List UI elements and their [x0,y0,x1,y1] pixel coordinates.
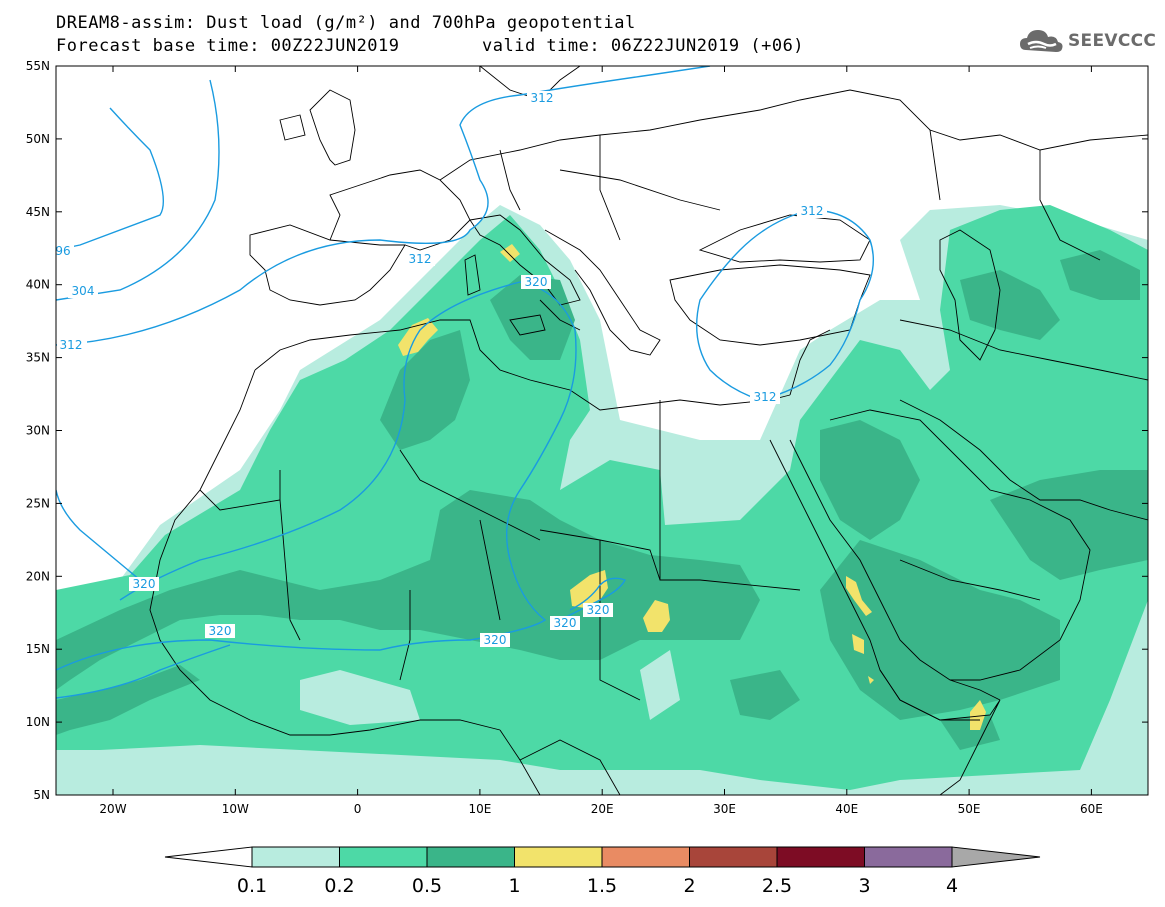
lat-tick-label: 20N [26,569,50,583]
colorbar-segment [864,846,953,868]
forecast-base-time: Forecast base time: 00Z22JUN2019 [56,36,400,56]
colorbar-max-arrow [951,846,1041,868]
colorbar-label: 2.5 [762,875,792,897]
contour-label: 312 [57,338,87,352]
dust-field [56,205,1148,795]
contour-labels: 312 312 312 312 304 96 312 320 320 320 3… [0,0,827,647]
colorbar-segment [251,846,340,868]
cloud-icon [1020,30,1063,52]
lon-tick-label: 0 [354,802,362,816]
lat-tick-label: 40N [26,278,50,292]
svg-text:320: 320 [133,577,156,591]
contour-label: 312 [405,252,435,266]
contour-label: 312 [527,91,557,105]
map-title: DREAM8-assim: Dust load (g/m²) and 700hP… [56,13,636,33]
colorbar-segment [776,846,865,868]
colorbar-segment [426,846,515,868]
contour-label: 320 [550,616,580,630]
colorbar-segment [689,846,778,868]
seevccc-logo: SEEVCCC [1018,26,1156,56]
lon-tick-label: 30E [713,802,736,816]
svg-text:312: 312 [60,338,83,352]
svg-text:96: 96 [55,244,70,258]
lon-tick-label: 10W [222,802,249,816]
lat-tick-label: 30N [26,424,50,438]
svg-text:312: 312 [409,252,432,266]
svg-text:320: 320 [209,624,232,638]
lon-tick-label: 20E [591,802,614,816]
colorbar-label: 2 [683,875,695,897]
contour-label: 320 [205,624,235,638]
lon-tick-label: 20W [99,802,126,816]
lon-tick-label: 60E [1080,802,1103,816]
colorbar-segment [339,846,428,868]
lon-tick-label: 10E [468,802,491,816]
lon-tick-label: 50E [958,802,981,816]
lat-tick-label: 45N [26,205,50,219]
contour-label: 320 [129,577,159,591]
lat-tick-label: 55N [26,59,50,73]
colorbar-segment [601,846,690,868]
lat-tick-label: 10N [26,715,50,729]
lat-tick-label: 35N [26,351,50,365]
svg-text:320: 320 [484,633,507,647]
valid-time: valid time: 06Z22JUN2019 (+06) [482,36,805,56]
lat-tick-label: 25N [26,496,50,510]
svg-text:320: 320 [587,603,610,617]
colorbar-label: 4 [946,875,958,897]
dust-level-1 [398,244,986,730]
colorbar-label: 0.5 [412,875,442,897]
contour-label: 320 [583,603,613,617]
svg-text:304: 304 [72,284,95,298]
lat-tick-label: 50N [26,132,50,146]
colorbar-segment [514,846,603,868]
logo-text: SEEVCCC [1068,31,1157,51]
colorbar-label: 0.1 [237,875,267,897]
lat-tick-label: 15N [26,642,50,656]
svg-text:312: 312 [531,91,554,105]
contour-label: 320 [0,0,11,3]
svg-text:320: 320 [554,616,577,630]
geopotential-contours [56,66,875,699]
contour-label: 312 [750,390,780,404]
contour-label: 320 [521,275,551,289]
lon-tick-label: 40E [835,802,858,816]
svg-text:312: 312 [801,204,824,218]
latitude-axis: 55N 50N 45N 40N 35N 30N 25N 20N 15N 10N 5N [26,59,1148,802]
colorbar-label: 3 [858,875,870,897]
colorbar: 0.1 0.2 0.5 1 1.5 2 2.5 3 4 [164,846,1041,897]
svg-text:320: 320 [525,275,548,289]
svg-text:312: 312 [754,390,777,404]
colorbar-min-arrow [164,846,253,868]
lat-tick-label: 5N [33,788,50,802]
colorbar-label: 0.2 [324,875,354,897]
longitude-axis: 20W 10W 0 10E 20E 30E 40E 50E 60E [99,66,1103,816]
colorbar-label: 1.5 [587,875,617,897]
contour-label: 320 [480,633,510,647]
contour-label: 304 [68,284,98,298]
colorbar-label: 1 [508,875,520,897]
contour-label: 96 [55,244,74,258]
contour-label: 312 [797,204,827,218]
